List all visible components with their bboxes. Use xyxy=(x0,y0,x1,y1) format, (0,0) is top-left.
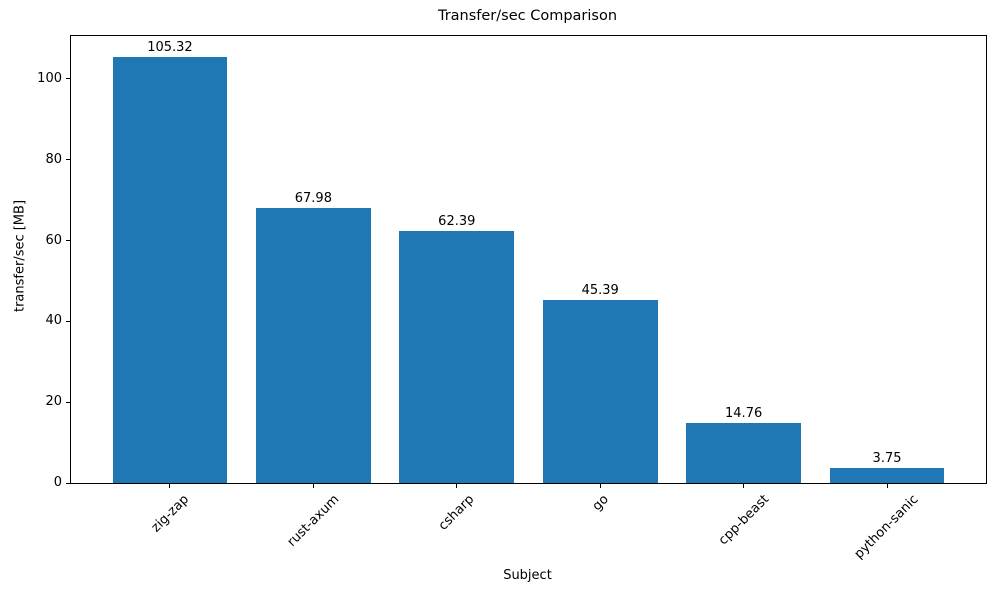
x-tick-label: go xyxy=(589,492,612,515)
x-tick-mark xyxy=(312,484,314,488)
bar-value-label: 3.75 xyxy=(872,450,902,466)
y-tick-mark xyxy=(66,401,70,403)
y-tick-label: 60 xyxy=(45,232,62,248)
x-tick-label: rust-axum xyxy=(284,492,343,550)
bar-csharp xyxy=(399,230,515,483)
y-tick-mark xyxy=(66,320,70,322)
y-tick-mark xyxy=(66,159,70,161)
y-tick-label: 20 xyxy=(45,394,62,410)
x-tick-mark xyxy=(456,484,458,488)
bar-rust-axum xyxy=(256,208,371,483)
y-tick-label: 0 xyxy=(53,475,62,490)
x-tick-label: cpp-beast xyxy=(715,492,772,549)
bar-zig-zap xyxy=(112,57,228,483)
x-tick-label: zig-zap xyxy=(148,492,192,536)
bar-value-label: 45.39 xyxy=(581,282,619,298)
x-tick-mark xyxy=(169,484,171,488)
bar-cpp-beast xyxy=(686,423,801,483)
y-tick-mark xyxy=(66,78,70,80)
y-tick-mark xyxy=(66,240,70,241)
bar-python-sanic xyxy=(829,467,945,483)
y-tick-label: 100 xyxy=(37,70,62,86)
x-tick-label: csharp xyxy=(435,492,478,534)
x-tick-mark xyxy=(599,484,601,488)
x-tick-label: python-sanic xyxy=(851,492,922,562)
x-tick-mark xyxy=(743,484,745,488)
y-tick-label: 40 xyxy=(45,313,62,329)
x-axis-label: Subject xyxy=(503,568,552,583)
y-tick-label: 80 xyxy=(45,151,62,167)
bar-go xyxy=(542,299,658,483)
y-axis-label: transfer/sec [MB] xyxy=(12,199,28,313)
x-tick-mark xyxy=(886,484,888,488)
bar-value-label: 14.76 xyxy=(725,406,763,422)
plot-area: 0 20 40 60 80 100 105.32 zig-zap 67.98 rust-axum 6… xyxy=(37,35,987,562)
bar-value-label: 105.32 xyxy=(147,40,193,56)
y-tick-mark xyxy=(66,482,70,484)
bar-value-label: 67.98 xyxy=(294,191,332,207)
chart-title: Transfer/sec Comparison xyxy=(437,8,618,24)
bar-value-label: 62.39 xyxy=(438,213,476,229)
